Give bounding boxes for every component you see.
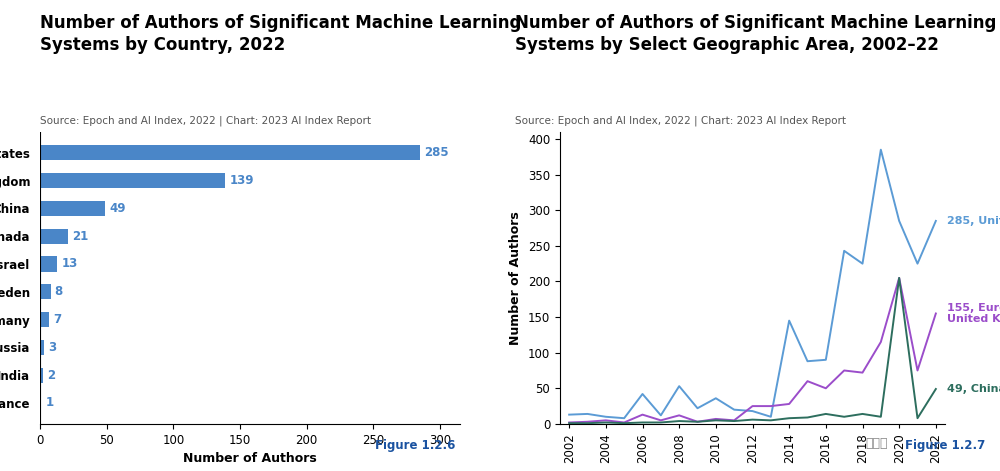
- Text: 139: 139: [229, 174, 254, 187]
- Bar: [40, 145, 420, 161]
- Text: 285: 285: [424, 146, 449, 159]
- Bar: [40, 340, 44, 355]
- Text: 155, European Union and
United Kingdom: 155, European Union and United Kingdom: [947, 303, 1000, 325]
- Text: Figure 1.2.6: Figure 1.2.6: [375, 439, 455, 452]
- Text: 1: 1: [45, 397, 53, 409]
- Bar: [40, 256, 57, 272]
- Text: Source: Epoch and AI Index, 2022 | Chart: 2023 AI Index Report: Source: Epoch and AI Index, 2022 | Chart…: [515, 115, 846, 126]
- Bar: [40, 173, 225, 188]
- Text: 2: 2: [47, 369, 55, 382]
- Y-axis label: Number of Authors: Number of Authors: [509, 211, 522, 345]
- Text: Source: Epoch and AI Index, 2022 | Chart: 2023 AI Index Report: Source: Epoch and AI Index, 2022 | Chart…: [40, 115, 371, 126]
- Bar: [40, 367, 43, 383]
- Text: Figure 1.2.7: Figure 1.2.7: [905, 439, 985, 452]
- Text: 7: 7: [53, 313, 61, 326]
- Text: 21: 21: [72, 230, 88, 243]
- Bar: [40, 395, 41, 411]
- Bar: [40, 201, 105, 216]
- Text: 8: 8: [55, 285, 63, 298]
- Text: Number of Authors of Significant Machine Learning
Systems by Country, 2022: Number of Authors of Significant Machine…: [40, 14, 521, 54]
- Text: 285, United States: 285, United States: [947, 216, 1000, 226]
- Text: 3: 3: [48, 341, 56, 354]
- Text: 49, China: 49, China: [947, 384, 1000, 394]
- Text: Number of Authors of Significant Machine Learning
Systems by Select Geographic A: Number of Authors of Significant Machine…: [515, 14, 996, 54]
- Bar: [40, 312, 49, 327]
- Bar: [40, 284, 51, 300]
- Bar: [40, 228, 68, 244]
- Text: 49: 49: [109, 202, 126, 215]
- X-axis label: Number of Authors: Number of Authors: [183, 452, 317, 465]
- Text: 新智元: 新智元: [865, 437, 888, 450]
- Text: 13: 13: [61, 258, 78, 270]
